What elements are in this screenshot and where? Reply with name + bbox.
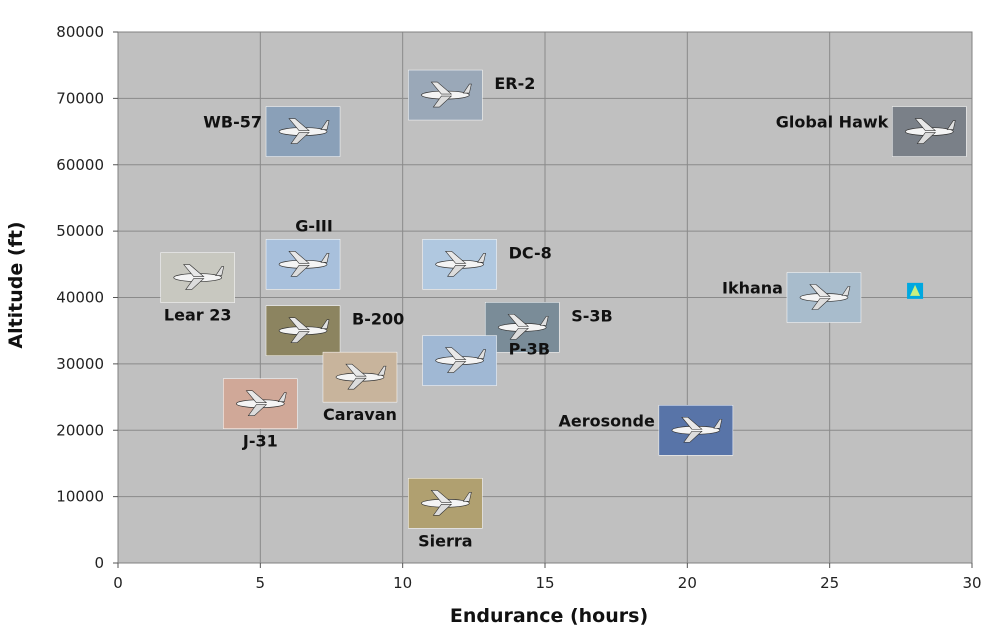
marker-point (907, 282, 924, 299)
x-tick-label: 15 (535, 574, 554, 592)
x-tick-label: 5 (256, 574, 266, 592)
data-point: S-3B (484, 302, 613, 353)
propeller-aircraft-icon (335, 363, 387, 390)
point-label: Global Hawk (776, 113, 889, 132)
jet-aircraft-icon (421, 81, 472, 108)
y-axis-ticks: 0 10000 20000 30000 40000 50000 60000 70000 8000… (56, 23, 118, 572)
y-tick-label: 10000 (56, 488, 104, 506)
point-label: Sierra (418, 531, 472, 550)
data-point: Lear 23 (160, 252, 235, 325)
x-tick-label: 20 (678, 574, 697, 592)
data-point: P-3B (422, 335, 550, 386)
point-label: B-200 (352, 310, 404, 329)
y-tick-label: 20000 (56, 421, 104, 439)
data-point: Sierra (408, 478, 483, 550)
data-point: Ikhana (722, 272, 862, 323)
y-tick-label: 60000 (56, 156, 104, 174)
point-label: Lear 23 (164, 306, 232, 325)
y-tick-label: 0 (94, 554, 104, 572)
propeller-aircraft-icon (278, 317, 330, 343)
y-axis-title: Altitude (ft) (5, 221, 27, 348)
data-point: DC-8 (422, 239, 552, 290)
point-label: Ikhana (722, 279, 783, 298)
y-tick-label: 40000 (56, 289, 104, 307)
x-tick-label: 10 (393, 574, 412, 592)
data-point: Caravan (322, 351, 398, 424)
point-label: Aerosonde (559, 411, 655, 430)
jet-aircraft-icon (278, 118, 330, 144)
uav-icon (421, 489, 472, 516)
jet-aircraft-icon (278, 251, 330, 277)
point-label: S-3B (571, 306, 613, 325)
uav-icon (799, 284, 851, 310)
point-label: DC-8 (509, 243, 552, 262)
data-point: Aerosonde (559, 405, 734, 456)
point-label: G-III (295, 216, 333, 235)
y-tick-label: 70000 (56, 89, 104, 107)
jet-aircraft-icon (173, 264, 225, 290)
jet-aircraft-icon (497, 314, 549, 340)
triangle-icon (910, 284, 921, 296)
data-point: B-200 (265, 305, 404, 356)
point-label: Caravan (323, 405, 397, 424)
x-axis-ticks: 0 5 10 15 20 25 30 (113, 563, 982, 592)
x-tick-label: 0 (113, 574, 123, 592)
y-tick-label: 80000 (56, 23, 104, 41)
y-tick-label: 30000 (56, 355, 104, 373)
x-tick-label: 30 (962, 574, 981, 592)
data-point: J-31 (223, 378, 298, 451)
uav-icon (904, 118, 956, 144)
point-label: P-3B (509, 340, 550, 359)
point-label: J-31 (242, 432, 278, 451)
data-point: WB-57 (203, 106, 341, 157)
point-label: ER-2 (494, 74, 535, 93)
airliner-icon (435, 251, 486, 277)
data-point: Global Hawk (776, 106, 967, 157)
uav-icon (671, 416, 723, 443)
data-point: ER-2 (408, 69, 535, 121)
y-tick-label: 50000 (56, 222, 104, 240)
propeller-aircraft-icon (435, 347, 486, 373)
data-points: WB-57 ER-2 Global Hawk G-III DC-8 Lear 23 Ikha… (160, 69, 967, 550)
data-point: G-III (265, 216, 341, 290)
x-axis-title: Endurance (hours) (450, 605, 648, 627)
jet-aircraft-icon (235, 390, 287, 417)
point-label: WB-57 (203, 113, 262, 132)
x-tick-label: 25 (820, 574, 839, 592)
